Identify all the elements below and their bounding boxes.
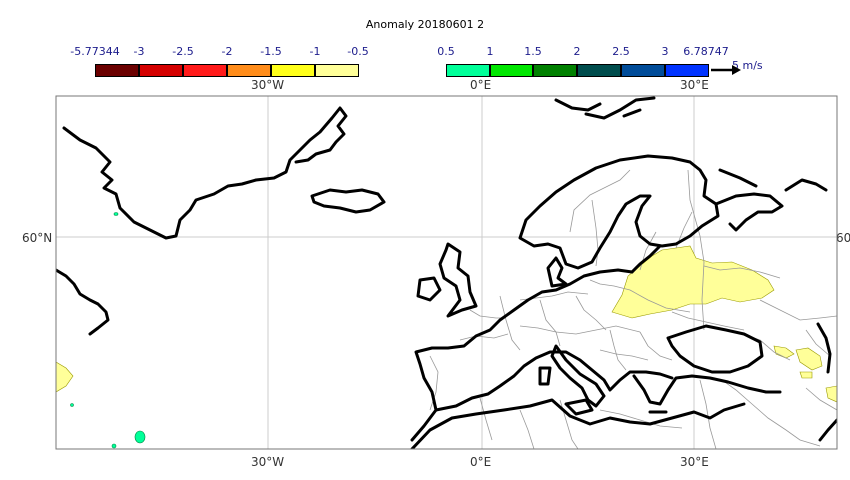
pos-swatch-1 <box>490 64 533 77</box>
reference-vector-label: 5 m/s <box>732 59 763 72</box>
neg-label-1: -3 <box>133 45 145 58</box>
neg-label-5: -1 <box>309 45 321 58</box>
lon-label-bottom-0e: 0°E <box>470 455 492 469</box>
anomaly-green-region <box>70 212 146 449</box>
lon-label-top-30w: 30°W <box>251 78 285 92</box>
neg-label-2: -2.5 <box>172 45 194 58</box>
pos-label-5: 3 <box>661 45 669 58</box>
map-frame <box>55 95 838 450</box>
map-title: Anomaly 20180601 2 <box>365 18 485 31</box>
pos-swatch-5 <box>665 64 709 77</box>
pos-swatch-2 <box>533 64 577 77</box>
pos-label-0: 0.5 <box>437 45 455 58</box>
pos-swatch-4 <box>621 64 665 77</box>
reference-vector-arrow <box>711 65 741 75</box>
neg-label-4: -1.5 <box>260 45 282 58</box>
neg-label-3: -2 <box>221 45 233 58</box>
pos-label-1: 1 <box>486 45 494 58</box>
neg-swatch-2 <box>183 64 227 77</box>
neg-label-0: -5.77344 <box>70 45 120 58</box>
coastlines <box>56 96 837 449</box>
lon-label-top-30e: 30°E <box>680 78 709 92</box>
pos-swatch-0 <box>446 64 490 77</box>
pos-label-3: 2 <box>573 45 581 58</box>
anomaly-positive-region <box>56 245 837 403</box>
pos-label-4: 2.5 <box>612 45 630 58</box>
neg-swatch-0 <box>95 64 139 77</box>
lat-label-left-60n: 60°N <box>22 231 53 245</box>
pos-label-6: 6.78747 <box>683 45 729 58</box>
neg-label-6: -0.5 <box>347 45 369 58</box>
lon-label-top-0e: 0°E <box>470 78 492 92</box>
neg-swatch-5 <box>315 64 359 77</box>
neg-swatch-1 <box>139 64 183 77</box>
pos-swatch-3 <box>577 64 621 77</box>
neg-swatch-4 <box>271 64 315 77</box>
lon-label-bottom-30w: 30°W <box>251 455 285 469</box>
lon-label-bottom-30e: 30°E <box>680 455 709 469</box>
neg-swatch-3 <box>227 64 271 77</box>
lat-label-right-60: 60 <box>836 231 850 245</box>
pos-label-2: 1.5 <box>524 45 542 58</box>
